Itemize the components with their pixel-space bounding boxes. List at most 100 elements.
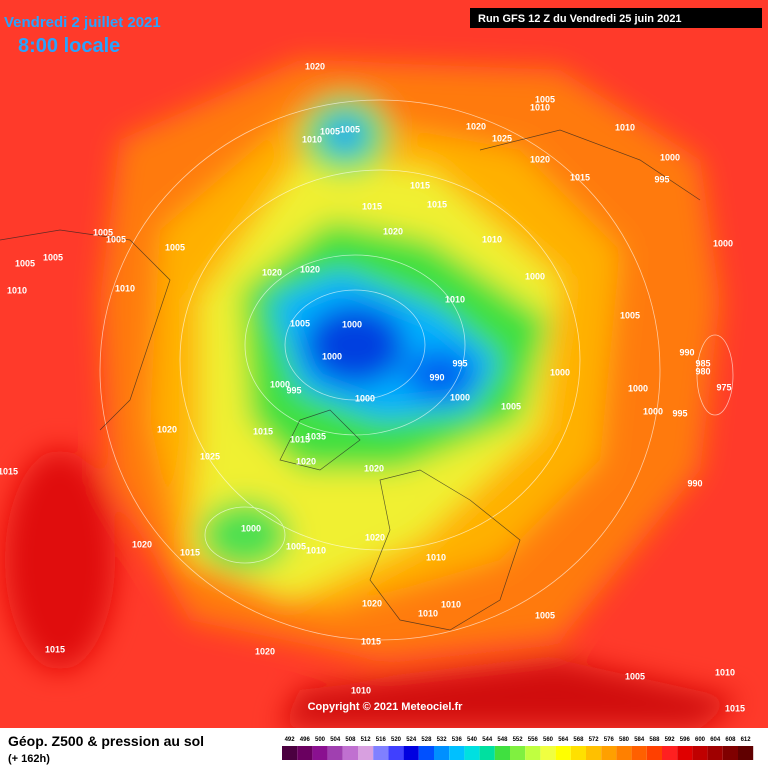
legend-label: 576: [604, 737, 615, 743]
isobar-label: 1010: [351, 685, 371, 695]
isobar-label: 1005: [535, 610, 555, 620]
forecast-lead: (+ 162h): [8, 753, 50, 765]
isobar-label: 1020: [300, 264, 320, 274]
isobar-label: 1010: [418, 608, 438, 618]
legend-swatch: [373, 746, 389, 760]
isobar-label: 1005: [290, 318, 310, 328]
legend-swatch: [570, 746, 586, 760]
legend-swatch: [540, 746, 556, 760]
legend-label: 496: [300, 737, 311, 743]
isobar-label: 1000: [355, 393, 375, 403]
legend-swatch: [692, 746, 708, 760]
isobar-label: 1015: [362, 201, 382, 211]
legend-swatch: [662, 746, 678, 760]
legend-swatch: [388, 746, 404, 760]
isobar-label: 1010: [115, 283, 135, 293]
isobar-label: 1005: [320, 126, 340, 136]
legend-swatch: [327, 746, 343, 760]
copyright: Copyright © 2021 Meteociel.fr: [308, 701, 464, 713]
isobar-label: 1020: [362, 598, 382, 608]
legend-swatch: [616, 746, 632, 760]
isobar-label: 1010: [530, 102, 550, 112]
isobar-label: 1000: [660, 152, 680, 162]
legend-swatch: [646, 746, 662, 760]
legend-label: 532: [437, 737, 448, 743]
isobar-label: 1000: [342, 319, 362, 329]
legend-swatch: [464, 746, 480, 760]
isobar-label: 1005: [340, 124, 360, 134]
legend-label: 552: [513, 737, 524, 743]
isobar-label: 1020: [262, 267, 282, 277]
legend-swatch: [510, 746, 526, 760]
isobar-label: 995: [286, 385, 301, 395]
legend-swatch: [738, 746, 754, 760]
isobar-label: 1020: [530, 154, 550, 164]
isobar-label: 1015: [0, 466, 18, 476]
isobar-label: 1015: [410, 180, 430, 190]
isobar-label: 990: [687, 478, 702, 488]
legend-label: 588: [649, 737, 660, 743]
isobar-label: 1010: [482, 234, 502, 244]
legend-label: 536: [452, 737, 463, 743]
isobar-label: 1005: [93, 227, 113, 237]
legend-label: 500: [315, 737, 326, 743]
legend-swatch: [707, 746, 723, 760]
legend-label: 548: [497, 737, 508, 743]
isobar-label: 1005: [286, 541, 306, 551]
isobar-label: 1015: [361, 636, 381, 646]
isobar-label: 1010: [445, 294, 465, 304]
legend-label: 504: [330, 737, 341, 743]
legend-swatch: [403, 746, 419, 760]
isobar-label: 1025: [492, 133, 512, 143]
legend-swatch: [297, 746, 313, 760]
isobar-label: 1005: [625, 671, 645, 681]
isobar-label: 1005: [501, 401, 521, 411]
legend-swatch: [312, 746, 328, 760]
isobar-label: 1010: [7, 285, 27, 295]
isobar-label: 990: [679, 347, 694, 357]
isobar-label: 980: [695, 366, 710, 376]
isobar-label: 995: [654, 174, 669, 184]
legend-label: 516: [376, 737, 387, 743]
legend-label: 612: [741, 737, 752, 743]
isobar-label: 1005: [43, 252, 63, 262]
legend-label: 584: [634, 737, 645, 743]
legend-swatch: [449, 746, 465, 760]
isobar-label: 1025: [200, 451, 220, 461]
valid-time: 8:00 locale: [18, 35, 120, 57]
isobar-label: 1015: [725, 703, 745, 713]
legend-swatch: [494, 746, 510, 760]
legend-label: 568: [573, 737, 584, 743]
legend-label: 508: [345, 737, 356, 743]
isobar-label: 1020: [364, 463, 384, 473]
isobar-label: 1020: [365, 532, 385, 542]
run-info: Run GFS 12 Z du Vendredi 25 juin 2021: [478, 13, 682, 25]
legend-label: 512: [361, 737, 372, 743]
legend-swatch: [525, 746, 541, 760]
isobar-label: 1010: [615, 122, 635, 132]
isobar-label: 1000: [713, 238, 733, 248]
legend-swatch: [342, 746, 358, 760]
isobar-label: 1015: [570, 172, 590, 182]
legend-label: 556: [528, 737, 539, 743]
legend-swatch: [677, 746, 693, 760]
legend-label: 580: [619, 737, 630, 743]
isobar-label: 1000: [322, 351, 342, 361]
isobar-label: 990: [429, 372, 444, 382]
legend-label: 528: [421, 737, 432, 743]
legend-label: 492: [285, 737, 296, 743]
legend: 492 496 500 504 508 512 516 520 524 528 532 536 540 5…: [282, 737, 754, 760]
isobar-label: 1005: [15, 258, 35, 268]
legend-label: 608: [725, 737, 736, 743]
run-banner: [470, 8, 762, 28]
isobar-label: 1020: [466, 121, 486, 131]
legend-label: 540: [467, 737, 478, 743]
legend-swatch: [479, 746, 495, 760]
legend-swatch: [601, 746, 617, 760]
isobar-label: 1010: [306, 545, 326, 555]
legend-label: 592: [665, 737, 676, 743]
legend-swatch: [282, 746, 298, 760]
isobar-label: 1035: [306, 431, 326, 441]
